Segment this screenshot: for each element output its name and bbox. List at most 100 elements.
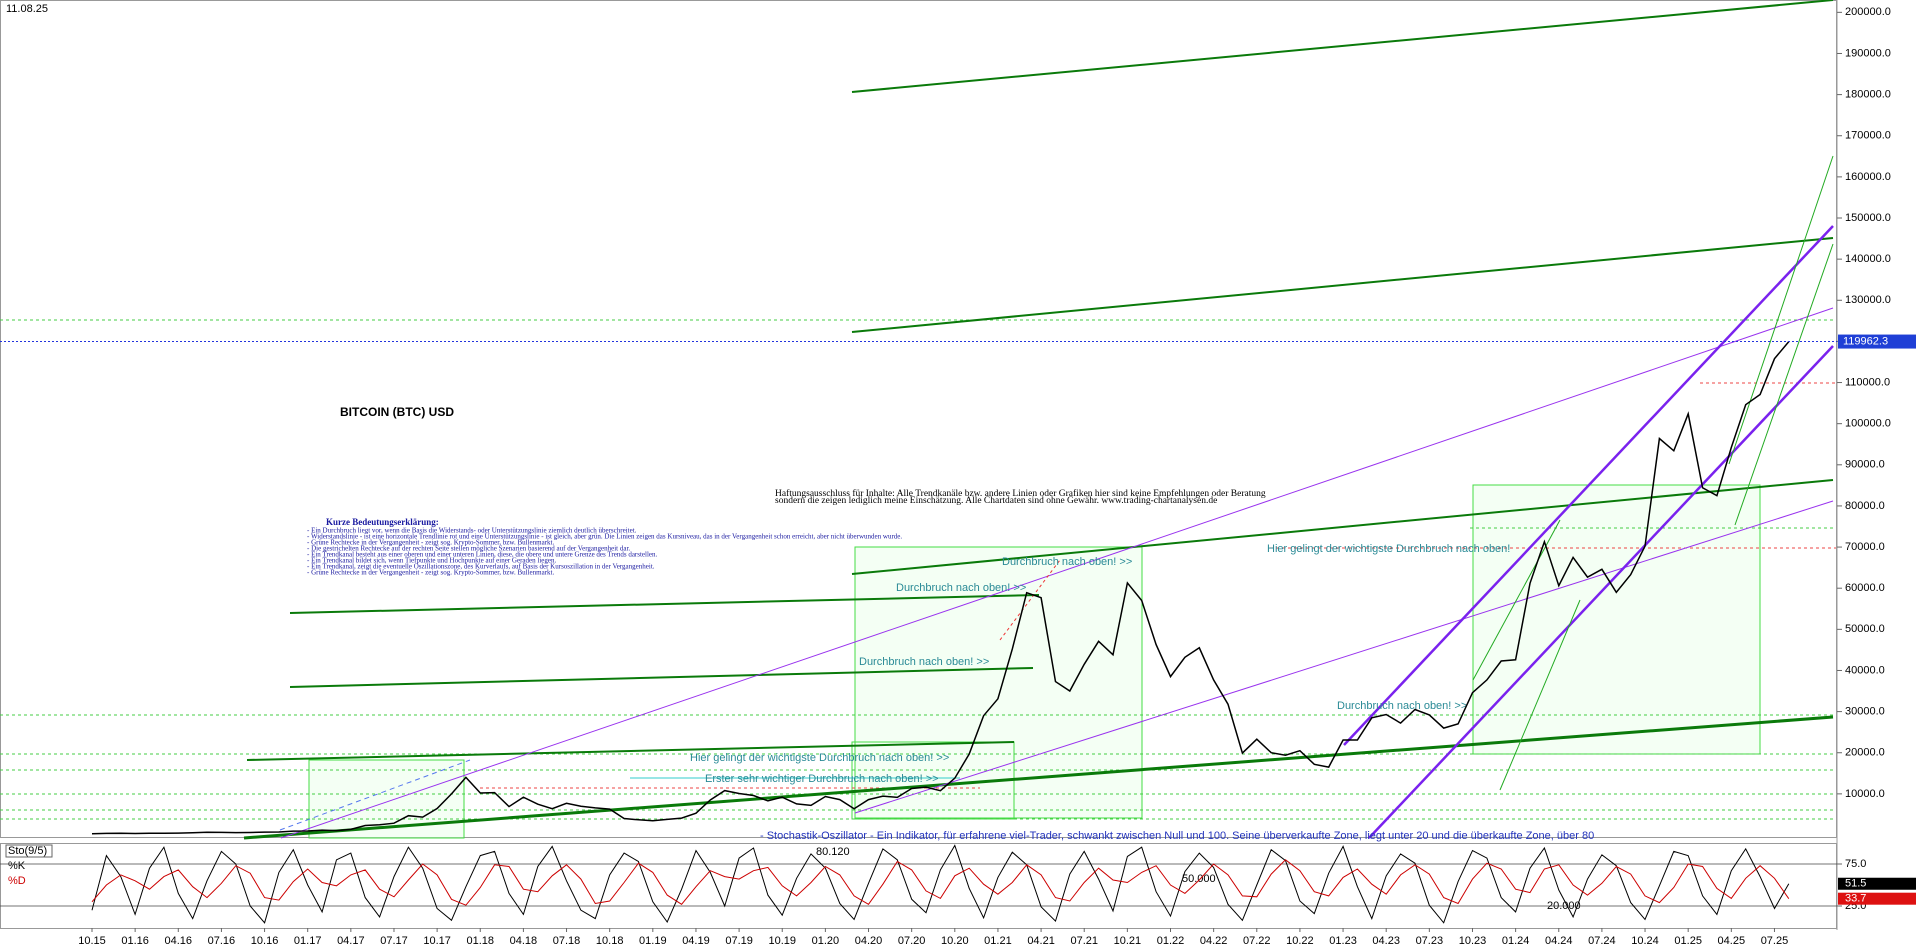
y-tick-label: 90000.0 (1845, 459, 1885, 471)
osc-annotation: 80.120 (816, 846, 850, 858)
y-tick-label: 10000.0 (1845, 788, 1885, 800)
x-tick-label: 04.19 (682, 935, 710, 947)
y-tick-label: 130000.0 (1845, 294, 1891, 306)
y-tick-label: 70000.0 (1845, 541, 1885, 553)
x-tick-label: 04.22 (1200, 935, 1228, 947)
trendline (999, 559, 1061, 641)
x-tick-label: 07.16 (208, 935, 236, 947)
x-tick-label: 10.20 (941, 935, 969, 947)
explanation: - Die gestrichelten Rechtecke auf der re… (307, 545, 630, 553)
x-tick-label: 04.24 (1545, 935, 1573, 947)
series-line (91, 844, 1790, 924)
y-tick-label: 110000.0 (1845, 376, 1890, 388)
x-tick-label: 01.20 (812, 935, 840, 947)
indicator-box (5, 844, 53, 858)
value-box (1838, 877, 1916, 890)
x-tick-label: 04.16 (165, 935, 193, 947)
chart-title: BITCOIN (BTC) USD (340, 405, 454, 419)
value-label: 51.5 (1845, 878, 1866, 890)
x-tick-label: 01.19 (639, 935, 667, 947)
trendline (1343, 225, 1834, 746)
y-tick-label: 100000.0 (1845, 418, 1891, 430)
bull-zone (1472, 484, 1761, 755)
annotation: Durchbruch nach oben! >> (1337, 700, 1467, 712)
value-label: 33.7 (1845, 893, 1866, 905)
x-tick-label: 10.21 (1114, 935, 1142, 947)
legend-title: Kurze Bedeutungserklärung: (326, 517, 439, 527)
explanation: - Ein Trendkanal besteht aus einer obere… (307, 551, 658, 559)
osc-annotation: 50.000 (1182, 873, 1216, 885)
y-tick-label: 160000.0 (1845, 171, 1891, 183)
y-tick-label: 170000.0 (1845, 130, 1891, 142)
explanation: - Ein Trendkanal bildet sich, wenn Tiefp… (307, 557, 556, 565)
annotation: Hier gelingt der wichtigste Durchbruch n… (690, 752, 949, 764)
trendline (851, 237, 1834, 333)
x-tick-label: 01.16 (121, 935, 149, 947)
annotation: Durchbruch nach oben! >> (1002, 556, 1132, 568)
x-tick-label: 07.20 (898, 935, 926, 947)
explanation: - Grüne Rechtecke in der Vergangenheit -… (307, 569, 554, 577)
date-label: 11.08.25 (6, 3, 48, 15)
y-tick-label: 180000.0 (1845, 89, 1891, 101)
trendline (289, 667, 1034, 688)
x-tick-label: 10.15 (78, 935, 106, 947)
x-tick-label: 01.21 (984, 935, 1012, 947)
trendline (854, 500, 1834, 814)
trendlines (243, 0, 1834, 840)
y-tick-label: 20000.0 (1845, 747, 1885, 759)
x-tick-label: 07.24 (1588, 935, 1616, 947)
y-tick-label: 150000.0 (1845, 212, 1891, 224)
x-tick-label: 10.19 (768, 935, 796, 947)
x-tick-label: 01.22 (1157, 935, 1185, 947)
value-box (1838, 892, 1916, 905)
x-tick-label: 07.17 (380, 935, 408, 947)
y-tick-label: 80000.0 (1845, 500, 1885, 512)
explanation: - Widerstandslinie - ist eine horizontal… (307, 533, 902, 541)
annotation: - Stochastik-Oszillator - Ein Indikator,… (760, 830, 1594, 842)
disclaimer: sondern die zeigen lediglich meine Einsc… (775, 496, 1217, 506)
bull-zone (308, 759, 465, 839)
disclaimer: Haftungsausschluss für Inhalte: Alle Tre… (775, 488, 1266, 499)
x-tick-label: 07.22 (1243, 935, 1271, 947)
trendline (1728, 155, 1834, 465)
y-tick-label: 40000.0 (1845, 664, 1885, 676)
x-tick-label: 01.24 (1502, 935, 1530, 947)
y-tick-label: 60000.0 (1845, 582, 1885, 594)
x-tick-label: 04.20 (855, 935, 883, 947)
x-tick-label: 07.19 (725, 935, 753, 947)
trendline (851, 0, 1834, 93)
trendline (280, 307, 1834, 839)
x-tick-label: 04.21 (1027, 935, 1055, 947)
annotation: Hier gelingt der wichtigste Durchbruch n… (1267, 543, 1510, 555)
legend-entry: %K (8, 860, 26, 872)
trendline (279, 759, 471, 831)
y-tick-label: 140000.0 (1845, 253, 1891, 265)
trendline (1499, 599, 1581, 791)
x-tick-label: 04.17 (337, 935, 365, 947)
explanation: - Grüne Rechtecke in der Vergangenheit -… (307, 539, 554, 547)
x-tick-label: 01.18 (466, 935, 494, 947)
trendline (1734, 243, 1834, 526)
y-tick-label: 200000.0 (1845, 6, 1891, 18)
price-label: 119962.3 (1843, 335, 1888, 347)
x-tick-label: 07.25 (1761, 935, 1789, 947)
x-tick-label: 01.17 (294, 935, 322, 947)
trendline (851, 479, 1834, 575)
x-tick-label: 10.23 (1459, 935, 1487, 947)
trendline (243, 715, 1834, 840)
indicator-title: Sto(9/5) (8, 845, 47, 857)
explanation: - Ein Trendkanal, zeigt die eventuelle O… (307, 563, 655, 571)
annotation: Durchbruch nach oben! >> (896, 582, 1026, 594)
price-box (1838, 334, 1916, 349)
x-tick-label: 10.24 (1631, 935, 1659, 947)
legend-entry: %D (8, 875, 26, 887)
trendline (246, 741, 1015, 761)
oscillator-panel (0, 843, 1837, 929)
x-tick-label: 10.18 (596, 935, 624, 947)
x-tick-label: 07.23 (1416, 935, 1444, 947)
series-line (91, 859, 1790, 906)
x-tick-label: 01.23 (1329, 935, 1357, 947)
x-tick-label: 10.16 (251, 935, 279, 947)
x-tick-label: 04.18 (510, 935, 538, 947)
